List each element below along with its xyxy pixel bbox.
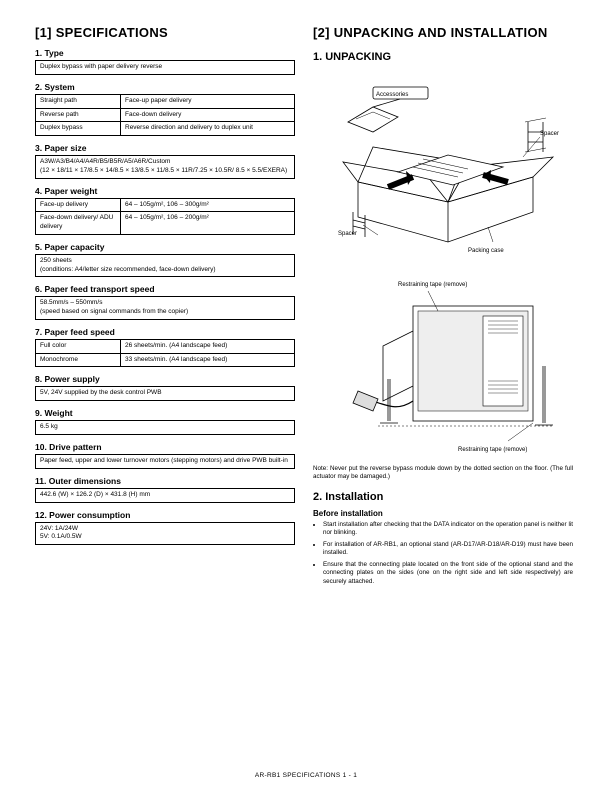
- h-transport: 6. Paper feed transport speed: [35, 284, 295, 294]
- bullet-2: For installation of AR-RB1, an optional …: [323, 541, 573, 558]
- page-footer: AR-RB1 SPECIFICATIONS 1 - 1: [0, 772, 612, 779]
- box-powercons: 24V: 1A/24W 5V: 0.1A/0.5W: [35, 522, 295, 546]
- label-packing: Packing case: [468, 248, 504, 254]
- table-system: Straight pathFace-up paper delivery Reve…: [35, 94, 295, 136]
- bullet-list: Start installation after checking that t…: [313, 521, 573, 587]
- box-papercap: 250 sheets (conditions: A4/letter size r…: [35, 254, 295, 278]
- h-powercons: 12. Power consumption: [35, 510, 295, 520]
- h-before: Before installation: [313, 509, 573, 518]
- h-power: 8. Power supply: [35, 374, 295, 384]
- label-tape-top: Restraining tape (remove): [398, 282, 467, 288]
- diagram-module: Restraining tape (remove) Restraining ta…: [313, 271, 573, 461]
- h-papersize: 3. Paper size: [35, 143, 295, 153]
- h-type: 1. Type: [35, 48, 295, 58]
- table-paperweight: Face-up delivery64 – 105g/m², 106 – 300g…: [35, 198, 295, 235]
- label-spacer-2: Spacer: [338, 231, 357, 237]
- h-papercap: 5. Paper capacity: [35, 242, 295, 252]
- box-power: 5V, 24V supplied by the desk control PWB: [35, 386, 295, 401]
- right-column: [2] UNPACKING AND INSTALLATION 1. UNPACK…: [313, 25, 573, 589]
- left-column: [1] SPECIFICATIONS 1. Type Duplex bypass…: [35, 25, 295, 589]
- label-tape-bottom: Restraining tape (remove): [458, 447, 527, 453]
- section2-title: [2] UNPACKING AND INSTALLATION: [313, 25, 573, 41]
- box-papersize: A3W/A3/B4/A4/A4R/B5/B5R/A5/A6R/Custom (1…: [35, 155, 295, 179]
- h-unpacking: 1. UNPACKING: [313, 51, 573, 63]
- box-dimensions: 442.6 (W) × 126.2 (D) × 431.8 (H) mm: [35, 488, 295, 503]
- h-system: 2. System: [35, 82, 295, 92]
- bullet-3: Ensure that the connecting plate located…: [323, 561, 573, 587]
- section1-title: [1] SPECIFICATIONS: [35, 25, 295, 40]
- h-weight: 9. Weight: [35, 408, 295, 418]
- bullet-1: Start installation after checking that t…: [323, 521, 573, 538]
- h-drive: 10. Drive pattern: [35, 442, 295, 452]
- label-spacer-1: Spacer: [540, 131, 559, 137]
- box-type: Duplex bypass with paper delivery revers…: [35, 60, 295, 75]
- label-accessories: Accessories: [376, 92, 408, 98]
- h-feedspeed: 7. Paper feed speed: [35, 327, 295, 337]
- note-text: Note: Never put the reverse bypass modul…: [313, 465, 573, 481]
- diagram-unpacking: Accessories Spacer Spacer Packing case: [313, 67, 573, 267]
- box-weight: 6.5 kg: [35, 420, 295, 435]
- box-transport: 58.5mm/s – 550mm/s (speed based on signa…: [35, 296, 295, 320]
- h-installation: 2. Installation: [313, 491, 573, 503]
- h-paperweight: 4. Paper weight: [35, 186, 295, 196]
- table-feedspeed: Full color26 sheets/min. (A4 landscape f…: [35, 339, 295, 368]
- box-drive: Paper feed, upper and lower turnover mot…: [35, 454, 295, 469]
- h-dimensions: 11. Outer dimensions: [35, 476, 295, 486]
